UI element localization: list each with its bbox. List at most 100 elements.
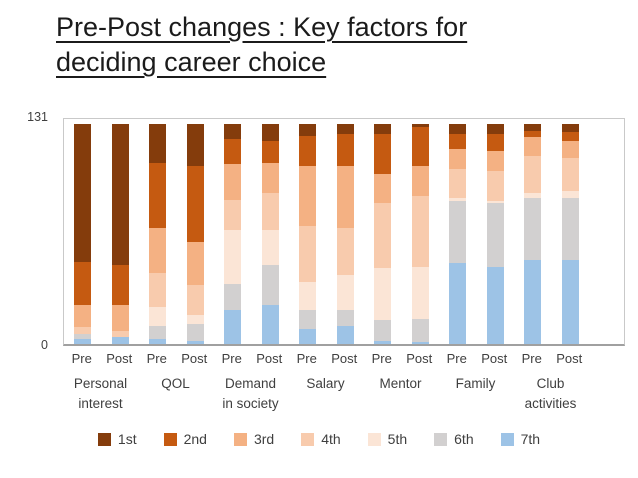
bar-segment-4th [149,273,167,308]
bar-segment-6th [299,310,317,329]
bar-family-post [486,124,504,344]
bar-slot [439,119,477,344]
y-axis-label-max: 131 [27,110,48,124]
bar-slot [139,119,177,344]
bar-segment-3rd [486,150,504,171]
bar-segment-1st [224,124,242,140]
bar-segment-7th [561,259,579,344]
bar-slot [64,119,102,344]
pre-post-label: Post [556,351,583,366]
bar-segment-6th [486,202,504,267]
category-label: Personal interest [73,376,128,411]
bar-slot [177,119,215,344]
bar-slot [102,119,140,344]
bar-segment-1st [411,124,429,128]
bar-segment-1st [186,124,204,166]
bar-segment-2nd [74,261,92,306]
bar-segment-5th [449,197,467,202]
bar-segment-4th [186,285,204,316]
bar-mentor-pre [374,124,392,344]
bar-segment-5th [149,307,167,326]
bar-segment-1st [561,124,579,133]
legend-label: 1st [117,431,137,447]
bar-segment-7th [299,328,317,344]
pre-post-label: Post [181,351,208,366]
bar-segment-4th [524,155,542,193]
category-label: Family [455,376,496,391]
bar-segment-2nd [411,127,429,166]
bar-segment-4th [261,192,279,230]
bar-segment-4th [561,157,579,192]
bar-segment-5th [186,315,204,324]
category-label: Demand in society [222,376,279,411]
bar-segment-3rd [374,174,392,203]
category-label: Mentor [379,376,422,391]
bar-segment-1st [111,124,129,266]
bar-family-pre [449,124,467,344]
pre-post-label: Pre [146,351,167,366]
bar-slot [214,119,252,344]
bar-salary-post [336,124,354,344]
bar-segment-2nd [186,165,204,242]
bar-segment-7th [411,342,429,344]
bar-segment-5th [561,191,579,198]
bar-segment-7th [486,266,504,344]
legend-item-6th: 6th [434,431,474,447]
bar-segment-1st [299,124,317,136]
bar-segment-3rd [524,137,542,156]
bar-segment-4th [111,330,129,338]
bar-segment-5th [524,192,542,198]
bar-segment-1st [261,124,279,141]
bar-club-activities-post [561,124,579,344]
bar-segment-3rd [149,228,167,274]
bar-segment-6th [336,310,354,326]
category-label: QOL [161,376,190,391]
legend-label: 6th [454,431,474,447]
bar-segment-2nd [261,140,279,163]
bar-segment-6th [411,318,429,343]
legend-swatch-4th [301,432,315,446]
legend-swatch-2nd [163,432,177,446]
bar-demand-in-society-pre [224,124,242,344]
bar-segment-7th [111,337,129,344]
pre-post-label: Pre [371,351,392,366]
bar-segment-3rd [224,164,242,200]
slide-title: Pre-Post changes : Key factors for decid… [56,12,468,78]
bar-segment-3rd [411,165,429,197]
legend-item-7th: 7th [500,431,540,447]
bar-segment-5th [299,281,317,311]
legend-item-3rd: 3rd [233,431,275,447]
pre-post-label: Post [331,351,358,366]
pre-post-label: Post [106,351,133,366]
bar-personal-interest-post [111,124,129,344]
bar-segment-1st [336,124,354,135]
bar-segment-2nd [374,134,392,175]
bar-segment-2nd [224,139,242,165]
legend-label: 4th [321,431,341,447]
bar-segment-3rd [299,165,317,227]
bar-segment-7th [374,340,392,344]
bar-segment-3rd [111,305,129,331]
bar-segment-2nd [111,265,129,306]
legend-label: 3rd [253,431,275,447]
bar-qol-post [186,124,204,344]
bar-slot [402,119,440,344]
bar-segment-1st [524,124,542,131]
bar-segment-4th [299,226,317,282]
bar-segment-7th [149,338,167,344]
bar-segment-2nd [524,130,542,138]
bar-segment-1st [449,124,467,135]
bar-segment-5th [261,229,279,266]
bar-segment-7th [449,263,467,344]
bar-segment-3rd [336,165,354,229]
bar-segment-4th [224,199,242,230]
bar-slot [364,119,402,344]
category-label: Club activities [524,376,577,411]
bar-segment-4th [74,327,92,334]
bar-segment-7th [224,310,242,344]
bar-segment-2nd [486,134,504,151]
y-axis-label-min: 0 [41,338,48,352]
legend-label: 2nd [183,431,207,447]
bar-segment-6th [561,197,579,260]
bar-segment-6th [374,320,392,341]
